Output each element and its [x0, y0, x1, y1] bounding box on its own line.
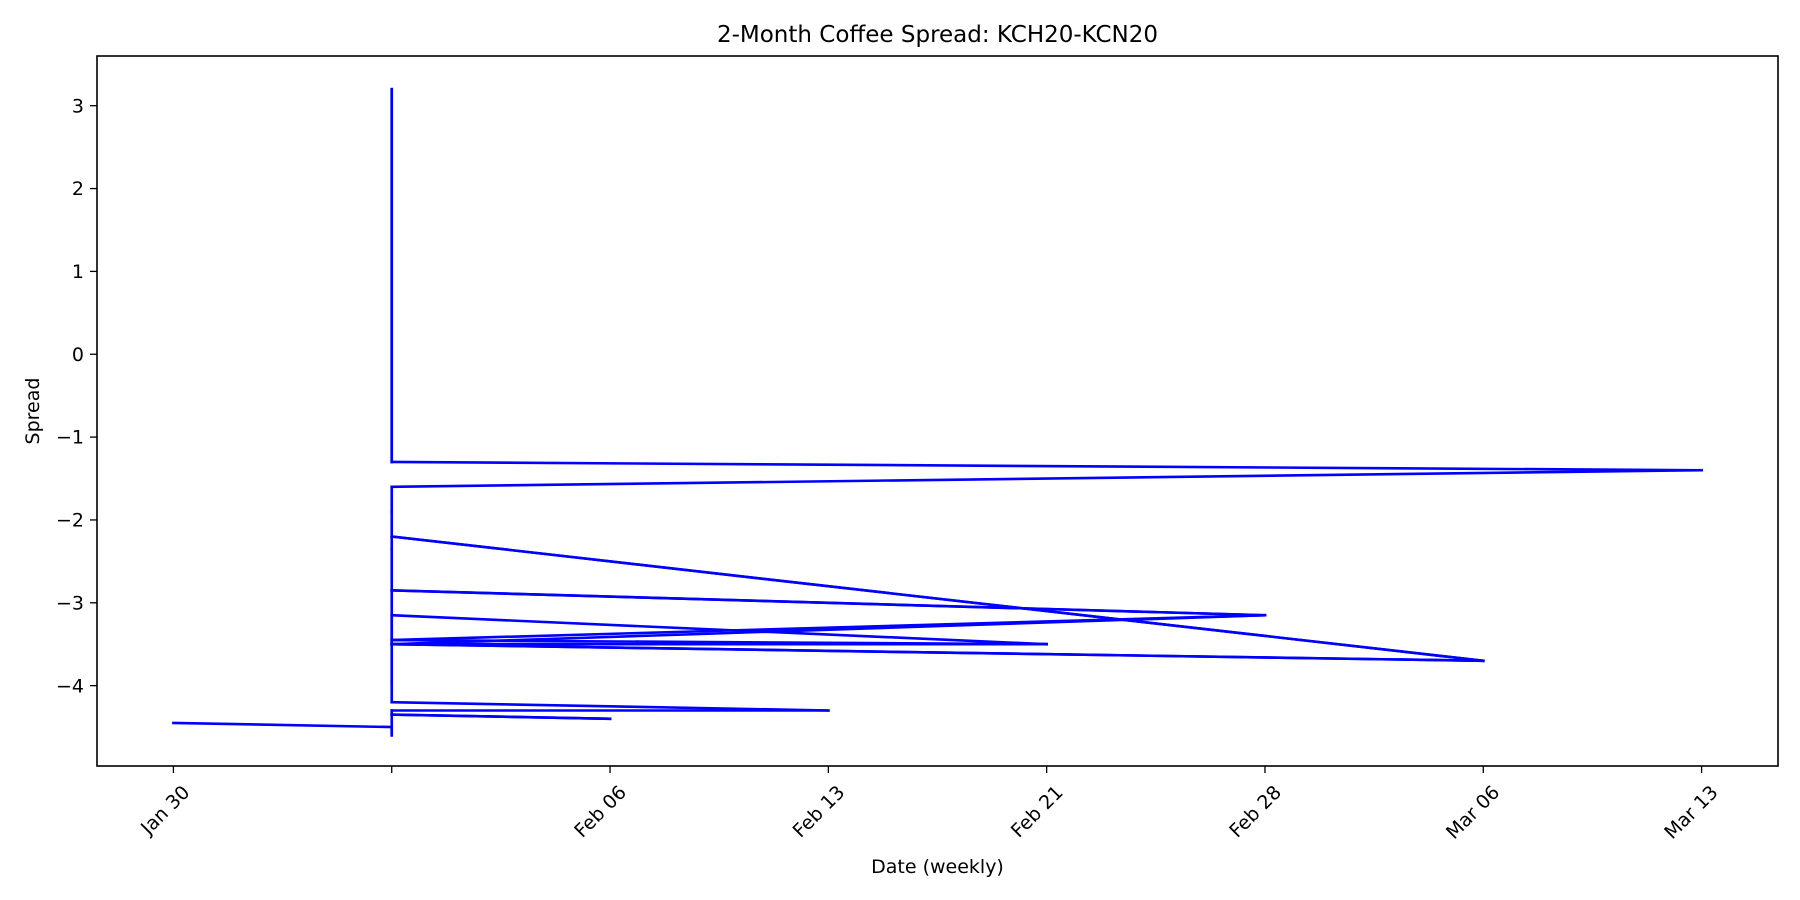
series-line-segment — [390, 642, 1485, 663]
series-line-segment — [390, 613, 1049, 646]
x-tick-label: Mar 13 — [1660, 781, 1722, 843]
series-line-segment — [390, 589, 1267, 617]
x-axis-title: Date (weekly) — [871, 856, 1004, 878]
series-line-segment — [390, 700, 830, 712]
y-tick-label: −4 — [56, 675, 84, 697]
y-tick-label: 1 — [72, 261, 84, 283]
series-line-segment — [390, 535, 1485, 663]
x-tick-label: Feb 13 — [789, 781, 850, 842]
y-tick-label: −1 — [56, 427, 84, 449]
y-tick-label: −2 — [56, 510, 84, 532]
x-tick-label: Feb 21 — [1007, 781, 1068, 842]
series-line-segment — [390, 613, 1267, 642]
series-line-segment — [172, 721, 394, 729]
y-tick-label: 0 — [72, 344, 84, 366]
x-tick-label: Feb 06 — [570, 781, 631, 842]
y-tick-label: −3 — [56, 592, 84, 614]
chart-title: 2-Month Coffee Spread: KCH20-KCN20 — [717, 22, 1158, 48]
x-tick-label: Jan 30 — [136, 781, 194, 839]
y-axis-ticks: 3 2 1 0 −1 −2 −3 −4 — [56, 95, 97, 697]
y-axis-title: Spread — [22, 378, 44, 445]
series-line-segment — [390, 713, 612, 721]
series-line-segment — [390, 460, 1703, 472]
y-tick-label: 2 — [72, 178, 84, 200]
x-axis-ticks: Jan 30 Feb 06 Feb 13 Feb 21 Feb 28 Mar 06 Mar … — [136, 766, 1723, 844]
x-tick-label: Mar 06 — [1442, 781, 1504, 843]
x-tick-label: Feb 28 — [1225, 781, 1286, 842]
plot-frame — [96, 55, 1779, 767]
series-line-segment — [390, 468, 1703, 489]
y-tick-label: 3 — [72, 95, 84, 117]
plot-lines — [172, 87, 1703, 737]
